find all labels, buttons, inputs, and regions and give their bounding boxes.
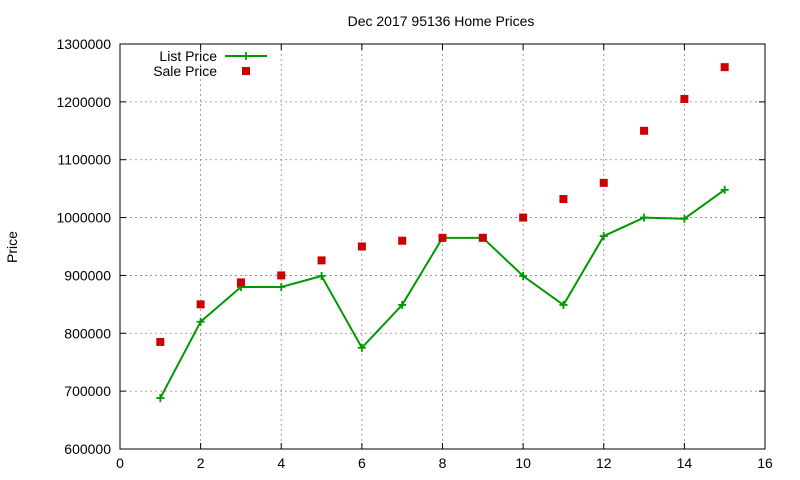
- sale-price-point: [599, 178, 608, 187]
- legend-list-price-label: List Price: [159, 48, 217, 64]
- list-price-point: [599, 232, 608, 241]
- list-price-line: [159, 188, 726, 399]
- x-tick-label: 10: [515, 455, 531, 471]
- x-tick-label: 16: [757, 455, 773, 471]
- legend-list-price-marker: [242, 52, 250, 60]
- y-tick-label: 1000000: [56, 210, 111, 226]
- sale-price-point: [317, 256, 326, 265]
- x-tick-label: 0: [116, 455, 124, 471]
- y-tick-label: 1100000: [58, 152, 112, 168]
- sale-price-point: [438, 233, 447, 242]
- sale-price-point: [559, 195, 568, 204]
- chart-title: Dec 2017 95136 Home Prices: [348, 13, 535, 29]
- y-axis-label: Price: [4, 231, 20, 263]
- legend-sale-price-label: Sale Price: [153, 63, 217, 79]
- x-tick-label: 4: [277, 455, 285, 471]
- data-series: [156, 63, 729, 403]
- y-tick-label: 1300000: [56, 36, 111, 52]
- grid-lines: [120, 44, 765, 449]
- y-tick-label: 600000: [64, 441, 111, 457]
- list-price-point: [640, 213, 649, 222]
- list-price-point: [156, 394, 165, 403]
- y-tick-label: 700000: [64, 383, 111, 399]
- sale-price-point: [519, 213, 528, 222]
- list-price-point: [519, 272, 528, 281]
- x-tick-label: 8: [439, 455, 447, 471]
- x-tick-label: 6: [358, 455, 366, 471]
- sale-price-point: [720, 63, 729, 72]
- list-price-point: [196, 317, 205, 326]
- plot-frame: [119, 43, 766, 450]
- x-tick-label: 14: [677, 455, 693, 471]
- y-axis-ticks: 600000 700000 800000 900000 1000000 1100000 12…: [56, 36, 765, 457]
- list-price-point: [720, 185, 729, 194]
- sale-price-point: [398, 236, 407, 245]
- sale-price-point: [277, 271, 286, 280]
- x-tick-label: 12: [596, 455, 612, 471]
- sale-price-point: [196, 300, 205, 309]
- legend-sale-price-marker: [242, 67, 250, 75]
- sale-price-point: [236, 278, 245, 287]
- x-tick-label: 2: [197, 455, 205, 471]
- sale-price-point: [478, 233, 487, 242]
- y-tick-label: 800000: [64, 325, 111, 341]
- list-price-point: [680, 214, 689, 223]
- sale-price-point: [640, 126, 649, 135]
- y-tick-label: 900000: [64, 267, 111, 283]
- list-price-point: [559, 300, 568, 309]
- list-price-point: [277, 283, 286, 291]
- x-axis-ticks: 0 2 4 6 8 10 12 14 16: [116, 44, 773, 471]
- list-price-point: [398, 300, 407, 309]
- y-tick-label: 1200000: [56, 94, 111, 110]
- legend: List Price Sale Price: [153, 48, 267, 79]
- list-price-point: [357, 343, 366, 352]
- list-price-point: [317, 272, 326, 281]
- sale-price-point: [156, 337, 165, 346]
- sale-price-point: [680, 94, 689, 103]
- sale-price-point: [357, 242, 366, 251]
